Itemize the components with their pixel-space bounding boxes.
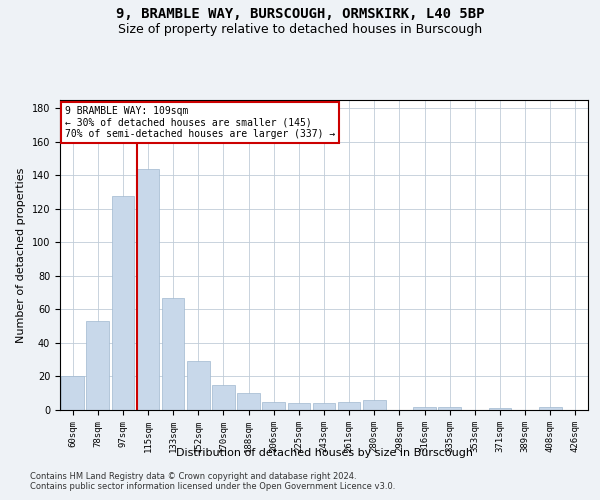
Bar [237, 393, 260, 410]
Bar [413, 406, 436, 410]
Bar [313, 404, 335, 410]
Bar [539, 406, 562, 410]
Bar [363, 400, 386, 410]
Text: Contains HM Land Registry data © Crown copyright and database right 2024.: Contains HM Land Registry data © Crown c… [30, 472, 356, 481]
Bar [262, 402, 285, 410]
Bar [162, 298, 184, 410]
Text: Distribution of detached houses by size in Burscough: Distribution of detached houses by size … [176, 448, 473, 458]
Bar [137, 168, 160, 410]
Text: 9, BRAMBLE WAY, BURSCOUGH, ORMSKIRK, L40 5BP: 9, BRAMBLE WAY, BURSCOUGH, ORMSKIRK, L40… [116, 8, 484, 22]
Bar [187, 362, 209, 410]
Bar [338, 402, 361, 410]
Bar [287, 404, 310, 410]
Text: 9 BRAMBLE WAY: 109sqm
← 30% of detached houses are smaller (145)
70% of semi-det: 9 BRAMBLE WAY: 109sqm ← 30% of detached … [65, 106, 335, 140]
Bar [112, 196, 134, 410]
Bar [61, 376, 84, 410]
Text: Size of property relative to detached houses in Burscough: Size of property relative to detached ho… [118, 22, 482, 36]
Bar [86, 321, 109, 410]
Bar [212, 385, 235, 410]
Bar [439, 406, 461, 410]
Y-axis label: Number of detached properties: Number of detached properties [16, 168, 26, 342]
Text: Contains public sector information licensed under the Open Government Licence v3: Contains public sector information licen… [30, 482, 395, 491]
Bar [488, 408, 511, 410]
